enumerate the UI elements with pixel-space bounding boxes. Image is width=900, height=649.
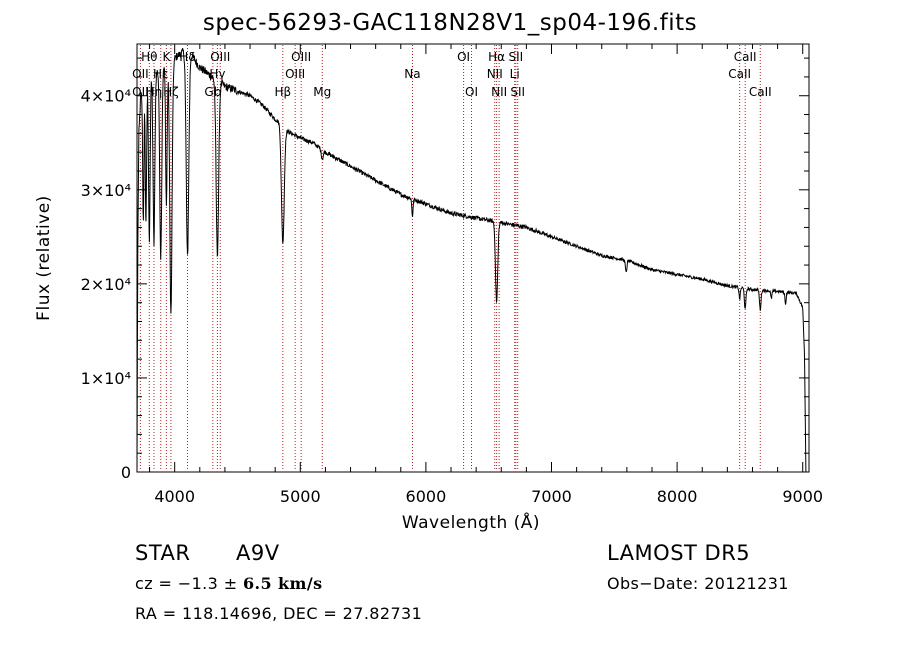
y-tick-label: 3×10⁴: [81, 181, 131, 200]
line-marker-label: K: [162, 50, 171, 64]
spectrum-line: [136, 47, 807, 473]
line-marker-label: SII: [510, 85, 525, 99]
line-markers: [139, 45, 761, 471]
obs-date: Obs−Date: 20121231: [607, 574, 789, 593]
y-tick-label: 4×10⁴: [81, 87, 131, 106]
redshift-readout: cz = −1.3 ± 6.5 km/s: [135, 574, 323, 593]
chart-title: spec-56293-GAC118N28V1_sp04-196.fits: [202, 10, 698, 36]
line-marker-label: Mg: [313, 85, 331, 99]
line-marker-label: CaII: [734, 50, 757, 64]
line-marker-label: Hβ: [274, 85, 291, 99]
object-class: STAR: [135, 541, 191, 565]
line-marker-label: Hε: [153, 67, 169, 81]
x-tick-label: 5000: [280, 487, 321, 506]
x-tick-label: 6000: [406, 487, 447, 506]
redshift-value: 6.5 km/s: [243, 574, 323, 593]
line-marker-label: CaII: [728, 67, 751, 81]
line-marker-label: Hζ: [163, 85, 179, 99]
object-subclass: A9V: [236, 541, 280, 565]
redshift-prefix: cz = −1.3 ±: [135, 574, 244, 593]
survey-name: LAMOST DR5: [607, 541, 751, 565]
line-marker-label: Hη: [146, 85, 163, 99]
line-marker-label: SII: [508, 50, 523, 64]
line-marker-label: CaII: [749, 85, 772, 99]
line-marker-label: OII: [132, 67, 149, 81]
line-marker-label: Gb: [204, 85, 221, 99]
y-axis-label: Flux (relative): [34, 195, 54, 321]
line-marker-label: Na: [404, 67, 420, 81]
line-marker-label: Hα: [488, 50, 505, 64]
line-marker-label: OII: [132, 85, 149, 99]
plot-area-frame: [136, 43, 810, 473]
x-tick-label: 7000: [531, 487, 572, 506]
line-marker-label: OIII: [291, 50, 311, 64]
line-marker-label: OI: [465, 85, 478, 99]
x-tick-label: 4000: [154, 487, 195, 506]
axis-ticks: [137, 44, 809, 473]
tick-labels: 4000 5000 6000 7000 8000 9000 0 1×10⁴ 2×10⁴ 3×10⁴…: [81, 87, 823, 506]
line-marker-labels: OII OII Hθ Hη Hε K Hζ Hδ Hγ OIII Gb Hβ OIII OIII Mg Na O…: [132, 50, 772, 99]
x-tick-label: 9000: [782, 487, 823, 506]
x-tick-label: 8000: [657, 487, 698, 506]
x-axis-label: Wavelength (Å): [402, 511, 540, 533]
line-marker-label: NII: [487, 67, 503, 81]
line-marker-label: OIII: [210, 50, 230, 64]
y-tick-label: 0: [121, 463, 131, 482]
line-marker-label: Li: [510, 67, 520, 81]
y-tick-label: 1×10⁴: [81, 369, 131, 388]
line-marker-label: Hγ: [209, 67, 225, 81]
line-marker-label: Hθ: [141, 50, 157, 64]
y-tick-label: 2×10⁴: [81, 275, 131, 294]
line-marker-label: Hδ: [179, 50, 195, 64]
ra-dec: RA = 118.14696, DEC = 27.82731: [135, 604, 423, 623]
line-marker-label: NII: [491, 85, 507, 99]
line-marker-label: OIII: [285, 67, 305, 81]
line-marker-label: OI: [457, 50, 470, 64]
